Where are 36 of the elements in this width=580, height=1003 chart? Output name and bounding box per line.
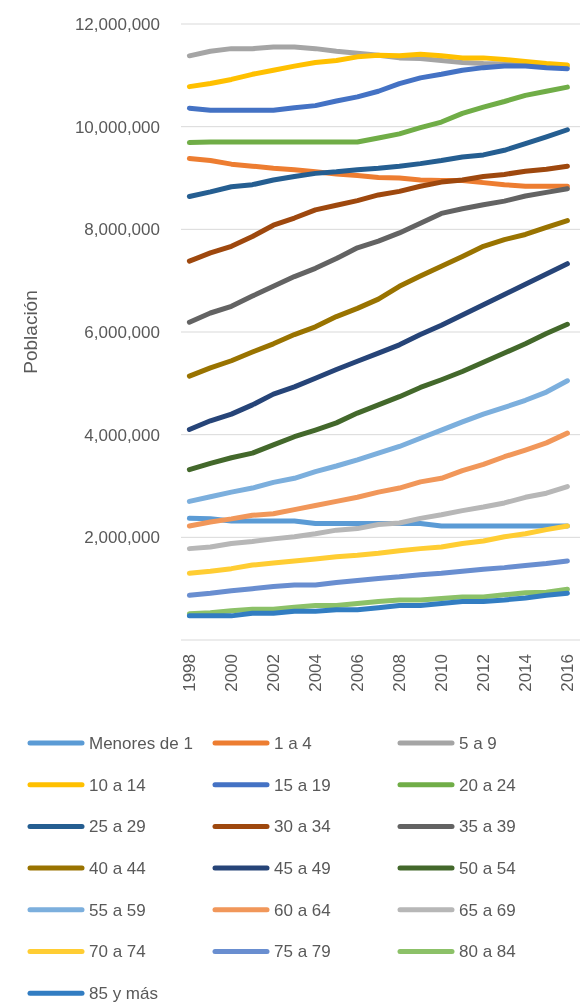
legend-label: 70 a 74 — [89, 942, 146, 962]
legend-label: 15 a 19 — [274, 775, 331, 795]
y-tick-label: 12,000,000 — [74, 14, 160, 34]
y-tick-label: 4,000,000 — [84, 425, 160, 445]
legend-label: 50 a 54 — [459, 859, 516, 879]
legend-label: 80 a 84 — [459, 942, 516, 962]
legend-label: 85 y más — [89, 984, 158, 1003]
legend-label: 65 a 69 — [459, 900, 516, 920]
legend-label: 1 a 4 — [274, 733, 312, 753]
legend-label: 60 a 64 — [274, 900, 331, 920]
legend-label: 20 a 24 — [459, 775, 516, 795]
y-tick-label: 8,000,000 — [84, 220, 160, 240]
legend-label: 45 a 49 — [274, 859, 331, 879]
y-tick-label: 10,000,000 — [74, 117, 160, 137]
x-tick-label: 1998 — [180, 654, 200, 692]
x-tick-label: 2016 — [558, 654, 578, 692]
legend-label: 5 a 9 — [459, 733, 497, 753]
x-tick-label: 2010 — [432, 654, 452, 692]
x-tick-label: 2002 — [264, 654, 284, 692]
legend-label: 35 a 39 — [459, 817, 516, 837]
legend-label: Menores de 1 — [89, 733, 193, 753]
y-axis-title: Población — [19, 290, 41, 374]
x-tick-label: 2012 — [474, 654, 494, 692]
x-tick-label: 2006 — [348, 654, 368, 692]
x-tick-label: 2004 — [306, 654, 326, 692]
y-tick-label: 6,000,000 — [84, 322, 160, 342]
legend-label: 10 a 14 — [89, 775, 146, 795]
legend-label: 30 a 34 — [274, 817, 331, 837]
y-tick-label: 2,000,000 — [84, 528, 160, 548]
legend-label: 75 a 79 — [274, 942, 331, 962]
x-tick-label: 2000 — [222, 654, 242, 692]
x-tick-label: 2014 — [516, 654, 536, 692]
legend-label: 40 a 44 — [89, 859, 146, 879]
legend-label: 25 a 29 — [89, 817, 146, 837]
legend-label: 55 a 59 — [89, 900, 146, 920]
x-tick-label: 2008 — [390, 654, 410, 692]
